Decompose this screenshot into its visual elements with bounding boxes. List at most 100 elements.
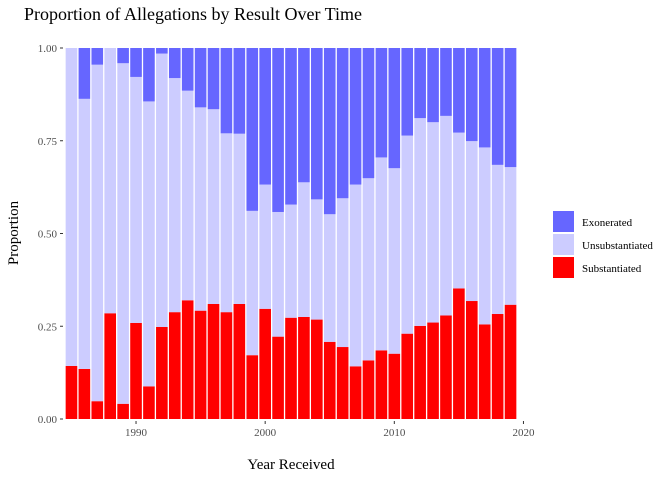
bar-exonerated-1992 [156, 48, 168, 54]
bar-exonerated-2010 [388, 48, 401, 169]
bar-unsubstantiated-2007 [349, 184, 362, 367]
bar-exonerated-1987 [91, 48, 104, 65]
bar-unsubstantiated-1992 [156, 53, 168, 327]
bar-substantiated-2001 [272, 336, 284, 419]
bar-exonerated-1996 [207, 48, 220, 110]
bar-unsubstantiated-2019 [504, 167, 517, 305]
bar-unsubstantiated-2016 [465, 141, 478, 302]
legend: Exonerated Unsubstantiated Substantiated [553, 211, 653, 278]
y-axis-title: Proportion [6, 200, 22, 265]
bar-substantiated-1994 [181, 300, 194, 419]
bar-substantiated-1997 [220, 312, 233, 419]
bar-substantiated-2016 [465, 301, 478, 419]
bar-substantiated-2008 [362, 360, 375, 419]
y-axis: 0.00 0.25 0.50 0.75 1.00 [38, 43, 63, 426]
bar-substantiated-1990 [130, 322, 142, 419]
bar-exonerated-1994 [181, 48, 194, 91]
x-tick-label: 2020 [512, 427, 535, 439]
bar-unsubstantiated-1989 [117, 63, 129, 404]
bar-exonerated-1997 [220, 48, 233, 134]
bar-substantiated-1992 [156, 326, 168, 419]
bar-unsubstantiated-2002 [285, 204, 297, 318]
bar-substantiated-1999 [246, 355, 259, 419]
bar-exonerated-2007 [349, 48, 362, 185]
legend-swatch-exonerated [553, 211, 574, 232]
legend-label-exonerated: Exonerated [582, 217, 633, 229]
bar-unsubstantiated-2017 [478, 147, 491, 325]
bar-substantiated-1996 [207, 303, 220, 419]
bar-exonerated-1998 [233, 48, 246, 134]
bar-exonerated-2011 [401, 48, 414, 136]
bar-unsubstantiated-2004 [311, 199, 323, 320]
bar-substantiated-1985 [65, 365, 78, 419]
y-tick-label: 1.00 [38, 43, 58, 55]
bar-substantiated-1988 [104, 313, 117, 419]
legend-swatch-unsubstantiated [553, 234, 574, 255]
bar-unsubstantiated-1997 [220, 133, 233, 313]
bar-unsubstantiated-1994 [181, 90, 194, 301]
bar-substantiated-2007 [349, 366, 362, 419]
bar-unsubstantiated-2014 [440, 115, 452, 316]
bar-exonerated-2001 [272, 48, 284, 212]
bar-exonerated-1986 [78, 48, 91, 99]
bar-unsubstantiated-1999 [246, 210, 259, 356]
bar-unsubstantiated-1985 [65, 48, 78, 366]
bar-unsubstantiated-2012 [414, 118, 426, 326]
bar-unsubstantiated-1991 [143, 101, 155, 387]
bar-substantiated-1989 [117, 403, 129, 419]
y-tick-label: 0.50 [38, 229, 58, 241]
bar-substantiated-1998 [233, 303, 246, 419]
bar-substantiated-2005 [323, 341, 336, 419]
bar-substantiated-1993 [168, 312, 181, 419]
bar-unsubstantiated-1988 [104, 48, 117, 314]
bar-unsubstantiated-2009 [375, 157, 388, 351]
bar-unsubstantiated-2003 [298, 182, 310, 317]
bar-substantiated-2019 [504, 304, 517, 419]
bar-substantiated-2006 [336, 347, 349, 419]
bar-substantiated-2009 [375, 350, 388, 419]
bar-substantiated-2017 [478, 324, 491, 419]
bar-unsubstantiated-1996 [207, 109, 220, 304]
bar-unsubstantiated-2013 [427, 122, 439, 323]
bar-substantiated-2000 [259, 308, 271, 419]
bar-exonerated-2009 [375, 48, 388, 158]
x-tick-label: 2000 [254, 427, 277, 439]
bar-exonerated-1993 [168, 48, 181, 79]
bar-unsubstantiated-1987 [91, 64, 104, 402]
bar-unsubstantiated-2011 [401, 135, 414, 334]
x-axis-title: Year Received [247, 457, 335, 473]
bar-exonerated-1989 [117, 48, 129, 64]
bar-exonerated-2017 [478, 48, 491, 148]
bar-unsubstantiated-2008 [362, 178, 375, 361]
bar-exonerated-2016 [465, 48, 478, 142]
bar-substantiated-2014 [440, 315, 452, 419]
bar-unsubstantiated-1995 [194, 107, 207, 311]
bar-exonerated-2019 [504, 48, 517, 168]
bar-exonerated-2012 [414, 48, 426, 119]
bar-unsubstantiated-2018 [491, 164, 504, 314]
bar-exonerated-2008 [362, 48, 375, 179]
x-axis: 1990 2000 2010 2020 [125, 421, 535, 439]
bar-exonerated-2002 [285, 48, 297, 205]
bar-unsubstantiated-1998 [233, 133, 246, 304]
bar-substantiated-1987 [91, 401, 104, 419]
bar-unsubstantiated-2005 [323, 214, 336, 342]
bar-substantiated-1991 [143, 386, 155, 419]
bar-substantiated-2010 [388, 353, 401, 419]
bar-exonerated-2003 [298, 48, 310, 183]
bar-substantiated-2013 [427, 322, 439, 419]
bar-exonerated-2006 [336, 48, 349, 199]
bar-substantiated-1995 [194, 310, 207, 419]
bar-unsubstantiated-1993 [168, 78, 181, 313]
bar-exonerated-1991 [143, 48, 155, 102]
x-tick-label: 2010 [383, 427, 406, 439]
x-tick-label: 1990 [125, 427, 148, 439]
bar-substantiated-2011 [401, 333, 414, 419]
bar-exonerated-2013 [427, 48, 439, 123]
legend-label-substantiated: Substantiated [582, 263, 642, 275]
bar-exonerated-1990 [130, 48, 142, 77]
bar-substantiated-1986 [78, 368, 91, 419]
chart-title: Proportion of Allegations by Result Over… [24, 4, 362, 24]
bar-unsubstantiated-1986 [78, 98, 91, 369]
